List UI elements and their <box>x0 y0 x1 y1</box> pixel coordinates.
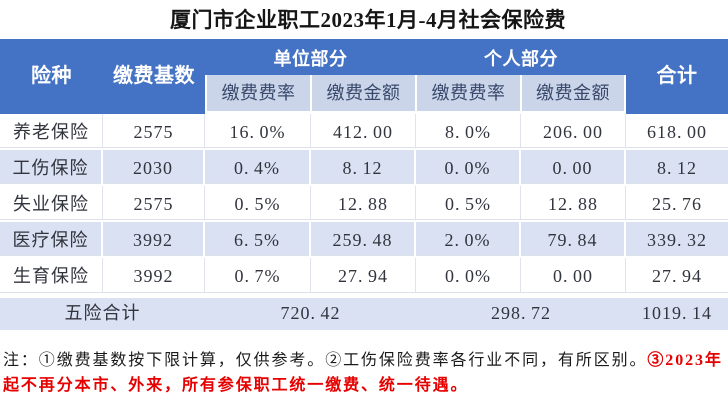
header-employer-part: 单位部分 <box>273 49 348 69</box>
subheader-employer-rate: 缴费费率 <box>207 75 310 111</box>
table-row: 工伤保险 2030 0. 4% 8. 12 0. 0% 0. 00 8. 12 <box>0 150 728 186</box>
cell-personal-amount: 0. 00 <box>521 150 626 184</box>
cell-payment-base: 3992 <box>103 222 205 256</box>
table-subheader: 缴费费率 缴费金额 缴费费率 缴费金额 <box>205 75 626 114</box>
subheader-personal-amount: 缴费金额 <box>522 75 624 111</box>
table-row: 生育保险 3992 0. 7% 27. 94 0. 0% 0. 00 27. 9… <box>0 258 728 295</box>
subheader-personal-rate: 缴费费率 <box>417 75 520 111</box>
footnote-black-text: 注：①缴费基数按下限计算，仅供参考。②工伤保险费率各行业不同，有所区别。 <box>3 352 648 369</box>
table-row: 医疗保险 3992 6. 5% 259. 48 2. 0% 79. 84 339… <box>0 222 728 258</box>
page-title: 厦门市企业职工2023年1月-4月社会保险费 <box>170 8 566 32</box>
cell-insurance-type: 失业保险 <box>0 186 103 220</box>
cell-payment-base: 2030 <box>103 150 205 184</box>
subheader-employer-amount: 缴费金额 <box>312 75 415 111</box>
cell-total: 8. 12 <box>656 158 698 178</box>
cell-employer-rate: 0. 4% <box>205 150 311 184</box>
total-personal-sum: 298. 72 <box>490 303 552 323</box>
cell-employer-amount: 412. 00 <box>311 114 416 148</box>
cell-insurance-type: 生育保险 <box>0 258 103 293</box>
cell-personal-rate: 8. 0% <box>416 114 521 148</box>
header-personal-part: 个人部分 <box>484 49 558 69</box>
total-grand-sum: 1019. 14 <box>641 303 713 323</box>
cell-total: 27. 94 <box>651 266 703 286</box>
cell-employer-amount: 259. 48 <box>311 222 416 256</box>
cell-insurance-type: 养老保险 <box>0 114 103 148</box>
cell-personal-amount: 79. 84 <box>521 222 626 256</box>
total-employer-sum: 720. 42 <box>280 303 341 323</box>
cell-employer-amount: 8. 12 <box>311 150 416 184</box>
total-row-label: 五险合计 <box>64 303 141 323</box>
table-header: 险种 缴费基数 单位部分 个人部分 合计 缴费费率 缴费金额 缴费费率 缴费金额 <box>0 39 728 114</box>
cell-insurance-type: 医疗保险 <box>0 222 103 256</box>
cell-employer-rate: 6. 5% <box>205 222 311 256</box>
cell-payment-base: 2575 <box>103 186 205 220</box>
cell-payment-base: 3992 <box>103 258 205 293</box>
cell-personal-amount: 0. 00 <box>521 258 626 293</box>
footnotes: 注：①缴费基数按下限计算，仅供参考。②工伤保险费率各行业不同，有所区别。③202… <box>0 348 728 398</box>
cell-personal-amount: 206. 00 <box>521 114 626 148</box>
table-row: 失业保险 2575 0. 5% 12. 88 0. 5% 12. 88 25. … <box>0 186 728 222</box>
cell-employer-rate: 16. 0% <box>205 114 311 148</box>
cell-total: 25. 76 <box>651 194 703 214</box>
cell-personal-rate: 2. 0% <box>416 222 521 256</box>
header-payment-base: 缴费基数 <box>113 65 195 87</box>
cell-personal-rate: 0. 0% <box>416 150 521 184</box>
table-total-row: 五险合计 720. 42 298. 72 1019. 14 <box>0 295 728 330</box>
header-total: 合计 <box>656 65 698 87</box>
table-row: 养老保险 2575 16. 0% 412. 00 8. 0% 206. 00 6… <box>0 114 728 150</box>
header-insurance-type: 险种 <box>31 65 72 87</box>
cell-insurance-type: 工伤保险 <box>0 150 103 184</box>
cell-payment-base: 2575 <box>103 114 205 148</box>
cell-personal-rate: 0. 0% <box>416 258 521 293</box>
cell-employer-rate: 0. 5% <box>205 186 311 220</box>
cell-employer-amount: 27. 94 <box>311 258 416 293</box>
cell-personal-rate: 0. 5% <box>416 186 521 220</box>
footnote-red-text-line1: ③2023年 <box>647 352 723 369</box>
footnote-red-text-line2: 起不再分本市、外来，所有参保职工统一缴费、统一待遇。 <box>3 377 469 394</box>
cell-total: 339. 32 <box>646 230 708 250</box>
cell-total: 618. 00 <box>646 122 708 142</box>
cell-employer-rate: 0. 7% <box>205 258 311 293</box>
cell-employer-amount: 12. 88 <box>311 186 416 220</box>
cell-personal-amount: 12. 88 <box>521 186 626 220</box>
